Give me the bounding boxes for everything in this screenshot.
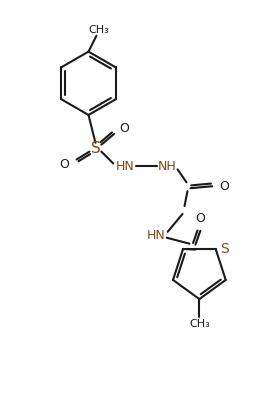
- Text: CH₃: CH₃: [189, 319, 210, 329]
- Text: CH₃: CH₃: [88, 25, 109, 35]
- Text: HN: HN: [147, 229, 165, 242]
- Text: O: O: [59, 158, 69, 171]
- Text: S: S: [220, 242, 229, 256]
- Text: HN: HN: [116, 160, 134, 173]
- Text: O: O: [119, 122, 129, 135]
- Text: NH: NH: [157, 160, 176, 173]
- Text: O: O: [196, 213, 205, 226]
- Text: S: S: [90, 141, 100, 156]
- Text: O: O: [219, 180, 229, 193]
